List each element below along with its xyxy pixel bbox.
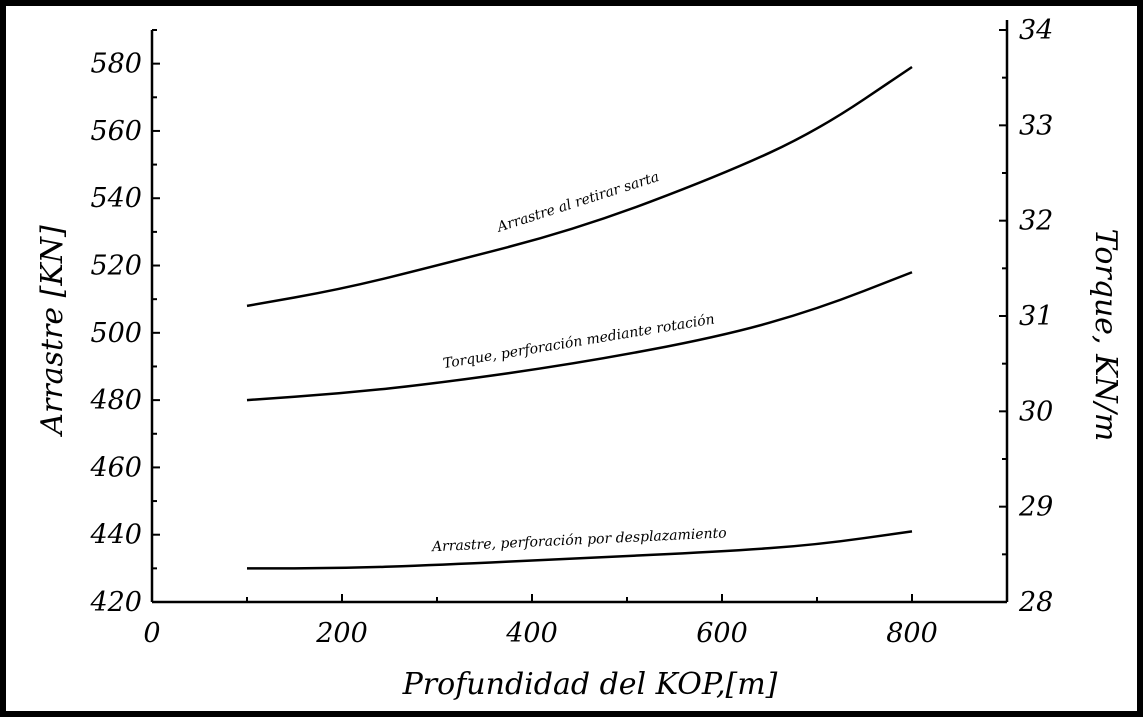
y-left-tick-label: 440: [89, 520, 142, 551]
y-left-tick-label: 560: [90, 116, 142, 147]
x-tick-label: 400: [505, 618, 558, 649]
y-right-tick-label: 33: [1019, 110, 1053, 141]
y-right-tick-label: 29: [1018, 492, 1053, 523]
y-axis-left-title: Arrastre [KN]: [35, 225, 70, 438]
y-left-tick-label: 540: [90, 183, 142, 214]
chart-series: [246, 65, 913, 570]
series-line-3: [246, 530, 913, 570]
x-tick-label: 0: [143, 618, 160, 649]
series-line-1: [246, 65, 913, 308]
y-right-tick-label: 30: [1019, 396, 1053, 427]
y-right-tick-label: 32: [1019, 206, 1053, 237]
series-label-3: Arrastre, perforación por desplazamiento: [430, 525, 727, 555]
y-left-tick-label: 520: [90, 251, 142, 282]
y-right-tick-label: 34: [1019, 15, 1053, 46]
x-tick-label: 200: [315, 618, 368, 649]
y-right-tick-label: 31: [1019, 301, 1053, 332]
y-left-tick-label: 580: [90, 49, 142, 80]
chart-axes: 420 440 460 480 500 520 540 560 580 28 29 30 31 32 33 3…: [89, 15, 1053, 649]
y-axis-right-title: Torque, KN/m: [1088, 229, 1123, 442]
y-right-tick-label: 28: [1018, 587, 1053, 618]
x-axis-title: Profundidad del KOP,[m]: [402, 667, 778, 702]
x-tick-label: 600: [696, 618, 748, 649]
series-line-2: [246, 271, 913, 402]
x-tick-label: 800: [886, 618, 938, 649]
y-left-tick-label: 420: [89, 587, 142, 618]
y-left-tick-label: 460: [89, 452, 142, 483]
y-left-tick-label: 500: [90, 318, 142, 349]
y-left-tick-label: 480: [89, 385, 142, 416]
